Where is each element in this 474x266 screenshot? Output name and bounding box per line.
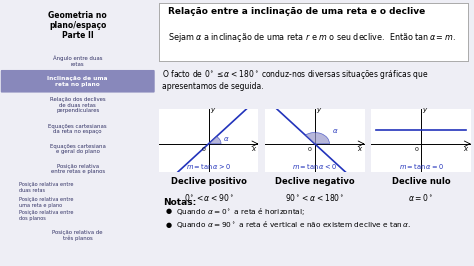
Text: $m = \tan\alpha > 0$: $m = \tan\alpha > 0$: [186, 162, 231, 171]
Text: $0$: $0$: [201, 145, 207, 153]
Text: $\alpha$: $\alpha$: [223, 135, 229, 143]
Text: Notas:: Notas:: [164, 198, 197, 207]
Text: Quando $\alpha = 90^\circ$ a reta é vertical e não existem declive e $\tan\alpha: Quando $\alpha = 90^\circ$ a reta é vert…: [176, 219, 411, 230]
Text: $0$: $0$: [308, 145, 313, 153]
Text: $x$: $x$: [251, 145, 257, 153]
Text: Declive nulo: Declive nulo: [392, 177, 450, 186]
Text: Equações cartesianas
da reta no espaço: Equações cartesianas da reta no espaço: [48, 124, 107, 134]
Text: Sejam $\alpha$ a inclinação de uma reta $r$ e $m$ o seu declive.  Então $\tan\al: Sejam $\alpha$ a inclinação de uma reta …: [168, 31, 456, 44]
Text: $m = \tan\alpha < 0$: $m = \tan\alpha < 0$: [292, 162, 337, 171]
Text: Geometria no
plano/espaço
Parte II: Geometria no plano/espaço Parte II: [48, 11, 107, 40]
Text: Relação entre a inclinação de uma reta e o declive: Relação entre a inclinação de uma reta e…: [168, 7, 425, 16]
Text: Posição relativa
entre retas e planos: Posição relativa entre retas e planos: [51, 164, 105, 174]
Text: $y$: $y$: [316, 106, 322, 115]
Text: Posição relativa entre
duas retas: Posição relativa entre duas retas: [18, 182, 73, 193]
Text: Equações cartesiana
e geral do plano: Equações cartesiana e geral do plano: [50, 144, 106, 154]
Text: Posição relativa de
três planos: Posição relativa de três planos: [53, 230, 103, 241]
Text: Declive positivo: Declive positivo: [171, 177, 246, 186]
Text: Inclinação de uma
reta no plano: Inclinação de uma reta no plano: [47, 76, 108, 86]
Text: Posição relativa entre
uma reta e plano: Posição relativa entre uma reta e plano: [18, 197, 73, 207]
Text: $y$: $y$: [210, 106, 216, 115]
Text: ●: ●: [165, 209, 171, 214]
Text: $0^\circ < \alpha < 90^\circ$: $0^\circ < \alpha < 90^\circ$: [183, 192, 234, 202]
Wedge shape: [209, 136, 221, 144]
Text: $90^\circ < \alpha < 180^\circ$: $90^\circ < \alpha < 180^\circ$: [285, 192, 345, 202]
FancyBboxPatch shape: [1, 70, 155, 93]
Text: $\alpha = 0^\circ$: $\alpha = 0^\circ$: [409, 192, 433, 202]
Text: $0$: $0$: [414, 145, 419, 153]
Text: $y$: $y$: [422, 106, 428, 115]
Text: $x$: $x$: [463, 145, 469, 153]
Text: Posição relativa entre
dos planos: Posição relativa entre dos planos: [18, 210, 73, 221]
Text: $\alpha$: $\alpha$: [332, 127, 338, 135]
Text: Ângulo entre duas
retas: Ângulo entre duas retas: [53, 55, 102, 67]
Wedge shape: [305, 132, 329, 144]
Text: $x$: $x$: [357, 145, 363, 153]
Text: Relação dos declives
de duas retas
perpendiculares: Relação dos declives de duas retas perpe…: [50, 97, 106, 113]
Text: O facto de $0^\circ \leq \alpha < 180^\circ$ conduz-nos diversas situações gráfi: O facto de $0^\circ \leq \alpha < 180^\c…: [162, 68, 428, 91]
Text: Declive negativo: Declive negativo: [275, 177, 355, 186]
Text: Quando $\alpha = 0^\circ$ a reta é horizontal;: Quando $\alpha = 0^\circ$ a reta é horiz…: [176, 206, 305, 217]
Text: $m = \tan\alpha = 0$: $m = \tan\alpha = 0$: [399, 162, 443, 171]
Text: ●: ●: [165, 222, 171, 228]
